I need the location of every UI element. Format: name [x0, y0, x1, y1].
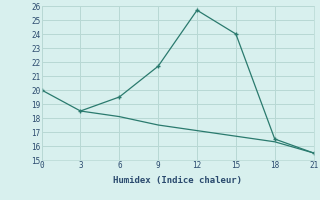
X-axis label: Humidex (Indice chaleur): Humidex (Indice chaleur) — [113, 176, 242, 185]
